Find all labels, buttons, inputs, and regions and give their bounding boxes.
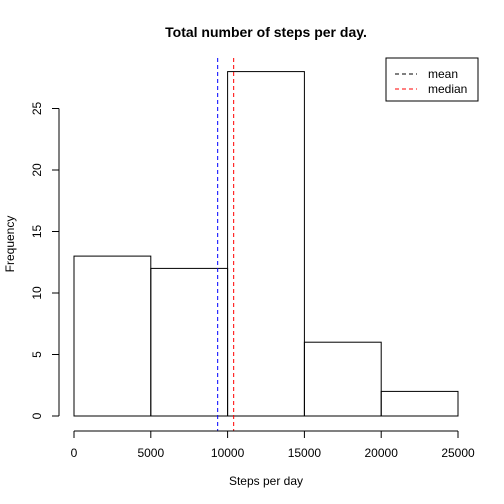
bars-group	[73, 71, 459, 417]
x-axis-label: Steps per day	[229, 474, 303, 488]
histogram-bar	[73, 255, 152, 417]
x-axis: 0 5000 10000 15000 20000 25000	[71, 430, 475, 460]
y-tick-label: 15	[30, 225, 44, 239]
median-legend-label: median	[428, 82, 467, 96]
x-tick-label: 0	[71, 446, 78, 460]
y-tick-label: 20	[30, 163, 44, 177]
histogram-bar	[227, 71, 305, 417]
y-axis: 0 5 10 15 20 25	[30, 102, 60, 419]
y-tick-label: 25	[30, 102, 44, 116]
histogram-bar	[303, 341, 382, 417]
x-tick-label: 20000	[365, 446, 399, 460]
chart-title: Total number of steps per day.	[165, 24, 367, 40]
mean-legend-label: mean	[428, 67, 458, 81]
y-tick-label: 10	[30, 286, 44, 300]
histogram-bar	[380, 390, 459, 417]
x-tick-label: 5000	[137, 446, 164, 460]
y-axis-label: Frequency	[3, 216, 17, 273]
x-tick-label: 25000	[441, 446, 475, 460]
reference-lines-group	[217, 58, 235, 431]
y-tick-label: 5	[30, 351, 44, 358]
x-tick-label: 10000	[211, 446, 245, 460]
legend-box	[385, 57, 479, 102]
y-tick-label: 0	[30, 412, 44, 419]
histogram-bar	[150, 267, 229, 417]
x-tick-label: 15000	[288, 446, 322, 460]
